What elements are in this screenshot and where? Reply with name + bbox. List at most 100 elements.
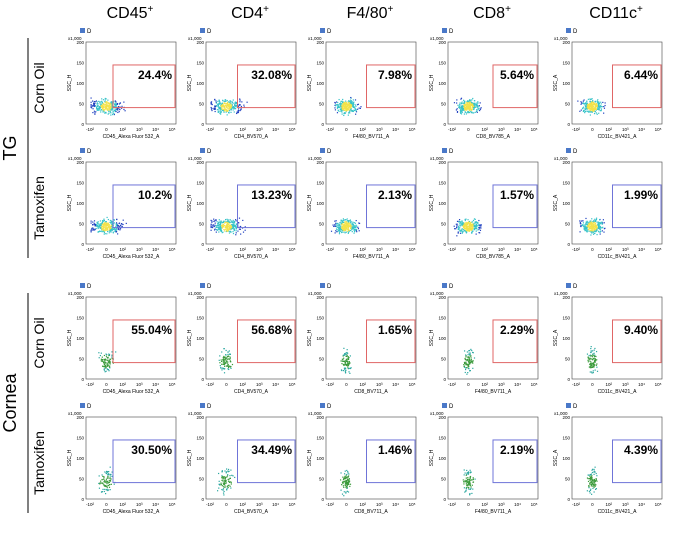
event-dot: [106, 101, 108, 103]
event-dot: [456, 223, 458, 225]
gate-percent: 32.08%: [251, 68, 292, 82]
event-dot: [232, 107, 234, 109]
gate-icon: [442, 283, 447, 288]
event-dot: [595, 229, 597, 232]
event-dot: [467, 477, 469, 479]
event-dot: [469, 105, 471, 107]
event-dot: [227, 353, 229, 356]
event-dot: [354, 229, 356, 231]
event-dot: [343, 495, 345, 497]
event-dot: [350, 105, 352, 107]
event-dot: [463, 103, 465, 105]
event-dot: [346, 490, 349, 492]
event-dot: [343, 105, 346, 107]
event-dot: [472, 112, 474, 114]
event-dot: [104, 485, 106, 487]
event-dot: [107, 484, 110, 487]
event-dot: [226, 114, 228, 116]
event-dot: [343, 101, 345, 103]
event-dot: [471, 349, 473, 352]
event-dot: [115, 226, 117, 228]
event-dot: [467, 219, 469, 221]
event-dot: [118, 222, 120, 225]
header-sup: +: [148, 4, 154, 15]
y-label: SSC_H: [187, 329, 193, 346]
event-dot: [92, 224, 94, 226]
event-dot: [218, 224, 220, 226]
event-dot: [589, 105, 592, 108]
gate-icon: [80, 148, 85, 153]
event-dot: [105, 108, 108, 110]
event-dot: [104, 230, 106, 232]
event-dot: [224, 222, 226, 224]
event-dot: [592, 481, 594, 483]
event-dot: [227, 478, 229, 481]
y-label: SSC_H: [187, 194, 193, 211]
event-dot: [235, 226, 237, 228]
event-dot: [226, 358, 229, 360]
gate: [237, 64, 296, 109]
event-dot: [580, 225, 582, 228]
event-dot: [468, 486, 470, 489]
event-dot: [587, 474, 589, 476]
event-dot: [224, 362, 226, 364]
event-dot: [464, 224, 466, 226]
event-dot: [227, 219, 229, 221]
event-dot: [591, 362, 594, 364]
event-dot: [230, 483, 232, 485]
event-dot: [105, 98, 107, 100]
plot-frame: [85, 41, 177, 125]
event-dot: [119, 229, 121, 231]
event-dot: [469, 99, 471, 101]
event-dot: [237, 105, 240, 107]
event-dot: [457, 228, 459, 231]
event-dot: [591, 365, 593, 367]
event-dot: [101, 227, 104, 230]
event-dot: [228, 230, 230, 232]
event-dot: [233, 222, 235, 224]
column-header: F4/80+: [347, 4, 394, 22]
event-dot: [466, 472, 468, 474]
y-label: SSC_H: [187, 74, 193, 91]
event-dot: [467, 364, 469, 366]
event-dot: [344, 222, 346, 224]
event-dot: [349, 99, 352, 101]
event-dot: [476, 111, 478, 113]
event-dot: [109, 110, 111, 112]
gate-percent: 7.98%: [378, 68, 412, 82]
event-dot: [592, 110, 594, 112]
event-dot: [229, 100, 231, 102]
event-dot: [110, 224, 113, 226]
event-dot: [97, 226, 99, 228]
event-dot: [469, 484, 471, 487]
y-scale: x1,000: [430, 411, 444, 416]
event-dot: [592, 228, 594, 230]
event-dot: [474, 222, 476, 224]
event-dot: [598, 108, 600, 111]
event-dot: [589, 114, 591, 116]
y-scale: x1,000: [554, 156, 568, 161]
event-dot: [465, 483, 467, 485]
event-dot: [112, 112, 114, 114]
event-dot: [343, 477, 346, 479]
event-dot: [338, 225, 340, 227]
y-tick-label: 0: [321, 497, 324, 502]
event-dot: [345, 476, 347, 478]
event-dot: [463, 105, 465, 107]
event-dot: [351, 222, 353, 225]
event-dot: [465, 487, 467, 489]
event-dot: [460, 230, 463, 232]
event-dot: [346, 473, 348, 476]
event-dot: [590, 220, 592, 222]
y-label: SSC_H: [429, 329, 435, 346]
event-dot: [347, 476, 349, 478]
gate-name: D: [207, 284, 212, 290]
event-dot: [602, 219, 604, 221]
event-dot: [472, 488, 474, 490]
event-dot: [342, 360, 344, 362]
event-dot: [103, 231, 105, 233]
event-dot: [586, 100, 588, 102]
event-dot: [94, 101, 96, 103]
gate: [612, 319, 662, 364]
event-dot: [342, 108, 344, 110]
